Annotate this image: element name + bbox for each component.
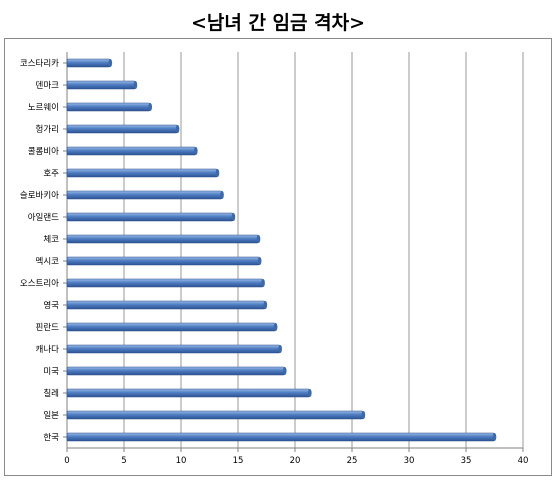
bar-8: [66, 234, 259, 244]
bar-13: [66, 344, 281, 354]
bar-14: [66, 366, 286, 376]
category-label: 칠레: [43, 389, 59, 399]
x-tick-label: 20: [290, 456, 301, 466]
bar-9: [66, 256, 260, 266]
chart-title: <남녀 간 임금 격차>: [190, 12, 366, 34]
x-tick-label: 0: [64, 456, 69, 466]
bar-cap: [492, 433, 497, 441]
bar-4: [66, 146, 197, 156]
category-label: 아일랜드: [28, 212, 59, 223]
category-label: 코스타리카: [20, 59, 59, 69]
x-tick-labels: 0 5 10 15 20 25 30 35 40: [64, 456, 528, 466]
bar-2: [66, 102, 151, 112]
category-label: 미국: [43, 367, 59, 377]
bar-cap: [263, 301, 268, 309]
bar-3: [66, 124, 178, 134]
bar-0: [66, 58, 111, 68]
gridlines: [123, 52, 524, 448]
bar-cap: [220, 191, 224, 199]
category-label: 슬로바키아: [20, 190, 59, 201]
bar-cap: [133, 81, 138, 89]
bar-cap: [257, 257, 262, 265]
category-label: 캐나다: [36, 345, 60, 355]
category-label: 멕시코: [36, 256, 60, 267]
category-label: 노르웨이: [28, 102, 59, 113]
bar-cap: [308, 389, 312, 397]
bar-6: [66, 190, 223, 200]
bar-cap: [108, 59, 113, 67]
bar-16: [66, 410, 364, 420]
x-tick-label: 15: [233, 456, 244, 466]
x-tick-label: 10: [176, 456, 187, 466]
bar-cap: [194, 147, 198, 155]
bar-7: [66, 212, 234, 222]
bar-cap: [175, 125, 180, 133]
x-tick-label: 40: [518, 456, 529, 466]
bar-17: [66, 432, 495, 442]
bars: [66, 58, 497, 442]
bar-15: [66, 388, 311, 398]
category-label: 핀란드: [36, 322, 60, 333]
bar-10: [66, 278, 264, 288]
bar-cap: [256, 235, 261, 243]
bar-cap: [278, 345, 282, 353]
bar-cap: [361, 411, 366, 419]
category-label: 한국: [43, 433, 59, 443]
x-tick-label: 35: [461, 456, 472, 466]
bar-cap: [148, 103, 153, 111]
category-label: 일본: [43, 411, 59, 421]
category-label: 호주: [43, 169, 59, 179]
bar-5: [66, 168, 218, 178]
category-labels: 코스타리카덴마크노르웨이헝가리콜롬비아호주슬로바키아아일랜드체코멕시코오스트리아…: [20, 59, 59, 443]
bar-cap: [215, 169, 220, 177]
x-tick-label: 25: [347, 456, 358, 466]
bar-cap: [282, 367, 287, 375]
bar-12: [66, 322, 276, 332]
x-tick-label: 5: [121, 456, 126, 466]
bar-11: [66, 300, 266, 310]
bar-cap: [273, 323, 278, 331]
category-label: 오스트리아: [20, 278, 59, 289]
bar-cap: [231, 213, 236, 221]
category-label: 헝가리: [36, 125, 59, 135]
x-tick-label: 30: [404, 456, 415, 466]
category-label: 덴마크: [36, 81, 60, 91]
category-label: 콜롬비아: [28, 146, 59, 157]
bar-1: [66, 80, 136, 90]
category-label: 영국: [43, 300, 59, 311]
axes: [63, 52, 524, 452]
category-label: 체코: [43, 234, 59, 245]
bar-cap: [261, 279, 265, 287]
